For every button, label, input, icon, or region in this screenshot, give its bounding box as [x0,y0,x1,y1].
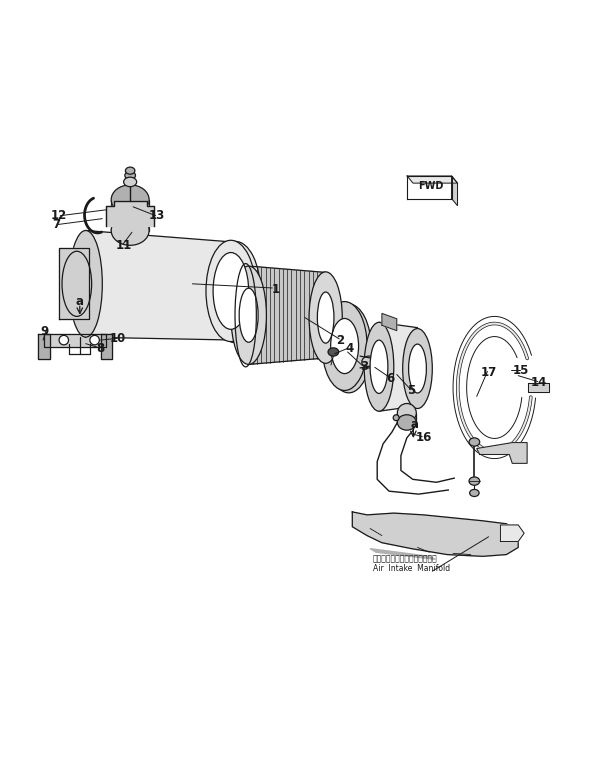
Text: 8: 8 [96,343,105,356]
Text: 16: 16 [415,432,432,444]
Ellipse shape [331,319,359,374]
Polygon shape [86,230,231,340]
Ellipse shape [111,185,149,215]
Ellipse shape [124,177,137,187]
Ellipse shape [210,242,261,343]
Polygon shape [352,512,518,556]
Ellipse shape [231,266,267,364]
Text: 2: 2 [337,333,344,346]
Ellipse shape [402,329,432,408]
Polygon shape [407,176,457,183]
Ellipse shape [469,438,480,446]
Ellipse shape [327,304,371,393]
Text: 17: 17 [480,367,497,379]
Ellipse shape [111,215,149,246]
Text: 3: 3 [360,360,368,374]
Ellipse shape [328,348,338,356]
Ellipse shape [59,336,69,345]
Text: 13: 13 [149,209,165,222]
Text: 5: 5 [407,384,416,397]
Text: a: a [410,418,419,431]
Polygon shape [100,334,112,359]
Polygon shape [382,313,396,331]
Ellipse shape [213,253,249,329]
Text: 14: 14 [531,376,547,389]
Polygon shape [249,266,326,364]
Polygon shape [379,322,417,412]
Text: Air  Intake  Manifold: Air Intake Manifold [373,563,450,573]
Ellipse shape [322,301,367,391]
Text: 15: 15 [513,364,529,377]
Polygon shape [370,549,435,560]
Ellipse shape [90,336,99,345]
Polygon shape [477,443,527,463]
Text: 1: 1 [271,283,279,296]
Polygon shape [38,334,50,359]
Ellipse shape [408,344,426,393]
Text: 11: 11 [116,239,132,252]
Text: a: a [76,295,84,308]
Text: 12: 12 [51,209,67,222]
Text: 4: 4 [345,343,353,356]
Ellipse shape [370,340,388,394]
Ellipse shape [125,171,136,180]
Text: エアーインテークマニホールド: エアーインテークマニホールド [373,555,438,563]
Text: 6: 6 [387,372,395,385]
Ellipse shape [69,230,102,337]
Ellipse shape [397,404,416,422]
Polygon shape [106,201,154,226]
Polygon shape [501,525,524,542]
Ellipse shape [393,415,399,421]
Polygon shape [59,248,89,319]
Text: 7: 7 [52,218,60,231]
Ellipse shape [364,322,394,412]
Text: 9: 9 [40,325,48,338]
Text: 10: 10 [110,332,126,346]
Polygon shape [407,176,451,198]
Ellipse shape [126,167,135,174]
Ellipse shape [206,240,256,342]
Ellipse shape [397,415,416,430]
Ellipse shape [62,251,91,316]
Ellipse shape [469,477,480,485]
Ellipse shape [362,356,376,368]
Ellipse shape [239,288,258,343]
Polygon shape [451,176,457,205]
Text: FWD: FWD [418,181,443,191]
Polygon shape [528,383,549,392]
Ellipse shape [318,292,334,343]
Ellipse shape [469,489,479,497]
Ellipse shape [309,272,342,363]
Polygon shape [44,334,106,347]
